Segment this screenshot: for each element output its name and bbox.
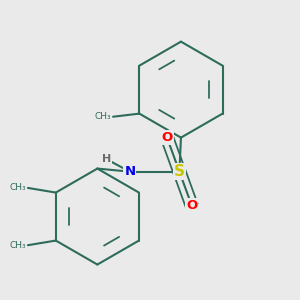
Text: H: H xyxy=(102,154,111,164)
Text: CH₃: CH₃ xyxy=(95,112,112,121)
Text: N: N xyxy=(124,165,135,178)
Text: S: S xyxy=(174,164,185,179)
Text: CH₃: CH₃ xyxy=(10,241,26,250)
Text: O: O xyxy=(161,131,173,144)
Text: O: O xyxy=(186,199,197,212)
Text: CH₃: CH₃ xyxy=(10,183,26,192)
